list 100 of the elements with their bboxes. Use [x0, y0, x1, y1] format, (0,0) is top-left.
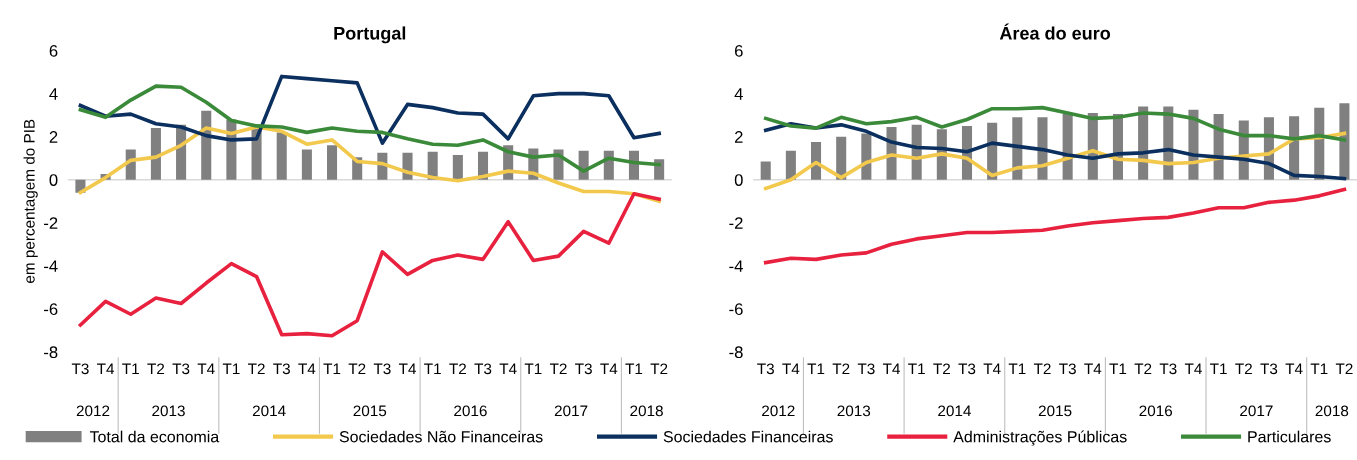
x-tick-label: T2 [832, 363, 850, 375]
x-tick-label: T1 [908, 363, 925, 375]
text: 2015 [1038, 405, 1072, 417]
x-tick-label: T3 [474, 363, 492, 375]
y-tick-label: 4 [49, 88, 58, 100]
y-tick-label: -4 [729, 260, 743, 272]
x-tick-label: T2 [933, 363, 950, 375]
x-tick-label: T3 [1260, 363, 1278, 375]
x-tick-label: T4 [600, 363, 618, 375]
text: 2018 [1315, 405, 1349, 417]
x-tick-label: T3 [857, 363, 875, 375]
x-tick-label: T2 [1235, 363, 1252, 375]
legend-label: Sociedades Financeiras [663, 430, 833, 443]
x-tick-label: T4 [499, 363, 517, 375]
x-tick-label: T4 [782, 363, 800, 375]
text: 2017 [554, 405, 588, 417]
bar [276, 132, 287, 180]
line-series [78, 74, 661, 145]
x-tick-label: T4 [197, 363, 215, 375]
bar [785, 150, 796, 180]
y-tick-label: 0 [734, 174, 743, 186]
x-tick-label: T2 [549, 363, 567, 375]
line-series [763, 187, 1347, 265]
x-tick-label: T4 [1184, 363, 1202, 375]
y-tick-label: -2 [44, 217, 58, 229]
x-tick-label: T3 [575, 363, 592, 375]
text: 2014 [938, 405, 971, 417]
x-tick-label: T3 [958, 363, 976, 375]
bar [452, 154, 463, 180]
y-tick-label: -2 [729, 217, 743, 229]
x-tick-label: T3 [273, 363, 290, 375]
y-tick-label: 6 [49, 45, 58, 57]
x-tick-label: T2 [348, 363, 366, 375]
text: 2017 [1240, 405, 1273, 417]
x-tick-label: T1 [625, 363, 643, 375]
x-tick-label: T1 [807, 363, 825, 375]
y-tick-label: -8 [729, 346, 743, 359]
x-tick-label: T3 [757, 363, 774, 375]
bar [760, 161, 771, 180]
x-tick-label: T4 [398, 363, 416, 375]
y-tick-label: -4 [44, 260, 58, 272]
x-tick-label: T1 [323, 363, 341, 375]
chart-title: Portugal [334, 26, 406, 44]
x-tick-label: T1 [1008, 363, 1026, 375]
text: 2016 [454, 405, 487, 417]
x-tick-label: T2 [147, 363, 165, 375]
bar [836, 136, 847, 180]
line-series [78, 84, 661, 173]
legend-label: Sociedades Não Financeiras [339, 430, 543, 443]
x-tick-label: T2 [650, 363, 668, 375]
x-tick-label: T2 [1134, 363, 1152, 375]
x-tick-label: T3 [373, 363, 391, 375]
line-series [78, 125, 661, 204]
y-axis-title: em percentagem do PIB [23, 119, 38, 283]
x-tick-label: T3 [1059, 363, 1076, 375]
text: 2016 [1139, 405, 1173, 417]
legend-label: Total da economia [89, 430, 220, 443]
x-tick-label: T4 [1285, 363, 1303, 375]
x-tick-label: T1 [1109, 363, 1127, 375]
text: 2012 [76, 405, 110, 417]
bar [150, 128, 161, 180]
y-tick-label: 2 [49, 131, 58, 143]
x-tick-label: T3 [172, 363, 190, 375]
x-tick-label: T3 [1159, 363, 1177, 375]
x-tick-label: T2 [1335, 363, 1353, 375]
x-tick-label: T4 [1084, 363, 1102, 375]
x-tick-label: T2 [1033, 363, 1051, 375]
x-tick-label: T4 [97, 363, 115, 375]
x-tick-label: T4 [882, 363, 900, 375]
x-tick-label: T1 [222, 363, 240, 375]
bar [1339, 103, 1350, 180]
x-tick-label: T1 [1210, 363, 1227, 375]
chart-title: Área do euro [999, 23, 1111, 40]
y-tick-label: 6 [734, 45, 743, 57]
text: 2014 [252, 405, 286, 417]
bar [861, 133, 872, 180]
x-tick-label: T4 [298, 363, 316, 375]
text: 2013 [837, 405, 871, 417]
y-tick-label: -6 [44, 303, 58, 316]
y-tick-label: -6 [729, 303, 743, 316]
legend-label: Administrações Públicas [953, 430, 1127, 446]
line-series [763, 121, 1347, 181]
x-tick-label: T4 [983, 363, 1001, 375]
x-tick-label: T3 [71, 363, 89, 375]
x-tick-label: T2 [449, 363, 466, 375]
y-tick-label: 2 [734, 131, 743, 143]
text: 2015 [353, 405, 387, 417]
legend-label: Particulares [1248, 430, 1331, 443]
y-tick-label: -8 [44, 346, 58, 359]
x-tick-label: T1 [524, 363, 542, 375]
x-tick-label: T1 [1310, 363, 1328, 375]
bar [301, 149, 312, 180]
y-tick-label: 0 [49, 174, 58, 186]
text: 2018 [630, 405, 663, 417]
bar [327, 145, 338, 180]
text: 2013 [152, 405, 185, 417]
x-tick-label: T1 [424, 363, 441, 375]
x-tick-label: T2 [247, 363, 265, 375]
line-series [763, 105, 1347, 142]
y-tick-label: 4 [734, 88, 743, 100]
